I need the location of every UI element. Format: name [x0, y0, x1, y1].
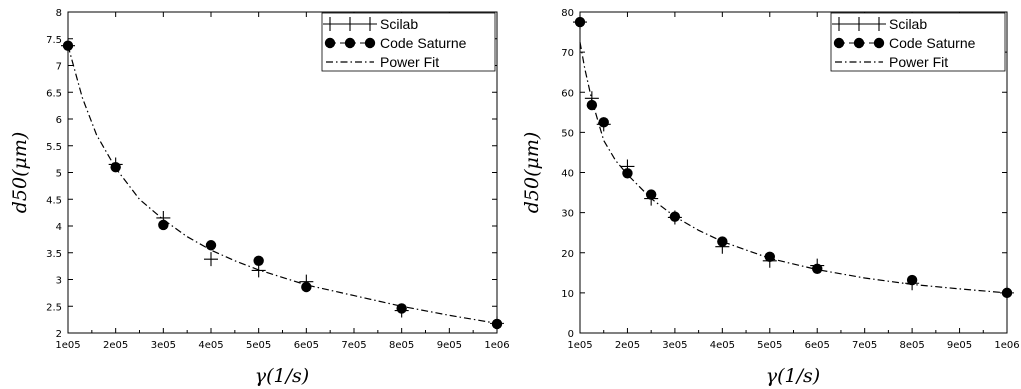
plus-marker-legend-0 — [323, 17, 337, 31]
x-tick-label: 5e05 — [246, 340, 271, 351]
y-tick-label: 3 — [56, 276, 62, 287]
x-tick-label: 9e05 — [947, 340, 972, 351]
x-axis-label: γ(1/s) — [255, 365, 309, 387]
power-fit-line — [67, 45, 498, 324]
y-axis-label: d50(μm) — [521, 132, 543, 214]
legend-label: Code Saturne — [380, 35, 467, 51]
x-tick-label: 2e05 — [103, 340, 128, 351]
y-tick-label: 60 — [561, 88, 574, 99]
x-tick-label: 2e05 — [615, 340, 640, 351]
dot-marker-legend-1 — [853, 37, 865, 49]
x-tick-label: 5e05 — [757, 340, 782, 351]
y-tick-label: 7.5 — [46, 35, 62, 46]
x-tick-label: 7e05 — [852, 340, 877, 351]
legend-label: Power Fit — [380, 54, 439, 70]
plus-marker-legend-0 — [832, 17, 846, 31]
legend-label: Scilab — [380, 16, 418, 32]
x-tick-label: 1e05 — [567, 340, 592, 351]
dot-marker-legend-0 — [324, 37, 336, 49]
plus-marker-legend-1 — [852, 17, 866, 31]
x-tick-label: 8e05 — [389, 340, 414, 351]
dot-marker-7 — [491, 318, 503, 330]
legend-label: Code Saturne — [889, 35, 976, 51]
dot-marker-3 — [205, 240, 217, 251]
x-tick-label: 8e05 — [899, 340, 924, 351]
x-tick-label: 1e06 — [994, 340, 1019, 351]
x-tick-label: 1e05 — [55, 340, 80, 351]
y-tick-label: 50 — [561, 128, 574, 139]
dot-marker-6 — [396, 303, 407, 314]
plus-marker-legend-2 — [872, 17, 886, 31]
plus-marker-3 — [204, 252, 218, 267]
dot-marker-4 — [645, 189, 657, 200]
y-tick-label: 40 — [561, 169, 574, 180]
x-tick-label: 4e05 — [198, 340, 223, 351]
y-tick-label: 4.5 — [46, 195, 62, 206]
x-tick-label: 3e05 — [662, 340, 687, 351]
legend-label: Scilab — [889, 16, 927, 32]
dot-marker-legend-0 — [833, 37, 845, 49]
y-tick-label: 5 — [56, 169, 62, 180]
dot-marker-8 — [812, 263, 823, 274]
dot-marker-2 — [158, 219, 169, 231]
x-tick-label: 6e05 — [294, 340, 319, 351]
dot-marker-legend-2 — [873, 37, 885, 49]
x-tick-label: 6e05 — [805, 340, 830, 351]
y-tick-label: 4 — [56, 222, 62, 233]
dot-marker-legend-2 — [364, 37, 376, 49]
dot-marker-10 — [1001, 287, 1013, 299]
legend-label: Power Fit — [889, 54, 948, 70]
y-tick-label: 0 — [568, 329, 574, 340]
x-tick-label: 4e05 — [710, 340, 735, 351]
y-tick-label: 5.5 — [46, 142, 62, 153]
y-tick-label: 2.5 — [46, 302, 62, 313]
power-fit-line — [579, 41, 1008, 294]
dot-marker-4 — [253, 255, 264, 266]
y-tick-label: 20 — [561, 249, 574, 260]
y-tick-label: 10 — [561, 289, 574, 300]
dot-marker-6 — [717, 236, 728, 247]
chart-panel-left: 1e05 2e05 3e05 4e05 5e05 6e05 7e05 8e05 9e05 1e06… — [9, 8, 510, 387]
chart-panel-right: 1e05 2e05 3e05 4e05 5e05 6e05 7e05 8e05 9e05 1e06… — [521, 8, 1020, 387]
y-tick-label: 8 — [56, 8, 62, 19]
y-tick-label: 3.5 — [46, 249, 62, 260]
y-axis-label: d50(μm) — [9, 132, 31, 214]
y-tick-label: 80 — [561, 8, 574, 19]
y-tick-label: 70 — [561, 48, 574, 59]
x-tick-label: 9e05 — [437, 340, 462, 351]
dot-marker-7 — [764, 251, 775, 262]
y-tick-label: 6.5 — [46, 88, 62, 99]
y-tick-label: 30 — [561, 209, 574, 220]
y-tick-label: 7 — [56, 62, 62, 73]
dot-marker-5 — [301, 281, 312, 293]
plus-marker-legend-2 — [363, 17, 377, 31]
x-tick-label: 1e06 — [484, 340, 509, 351]
y-tick-label: 6 — [56, 115, 62, 126]
dot-marker-1 — [586, 99, 598, 111]
dot-marker-legend-1 — [344, 37, 356, 49]
x-axis-label: γ(1/s) — [766, 365, 820, 387]
x-tick-label: 7e05 — [341, 340, 366, 351]
dot-marker-3 — [622, 168, 633, 179]
plus-marker-legend-1 — [343, 17, 357, 31]
dot-marker-2 — [598, 117, 609, 128]
dot-marker-9 — [906, 274, 918, 286]
x-tick-label: 3e05 — [151, 340, 176, 351]
y-tick-label: 2 — [56, 329, 62, 340]
dot-marker-0 — [574, 16, 586, 28]
